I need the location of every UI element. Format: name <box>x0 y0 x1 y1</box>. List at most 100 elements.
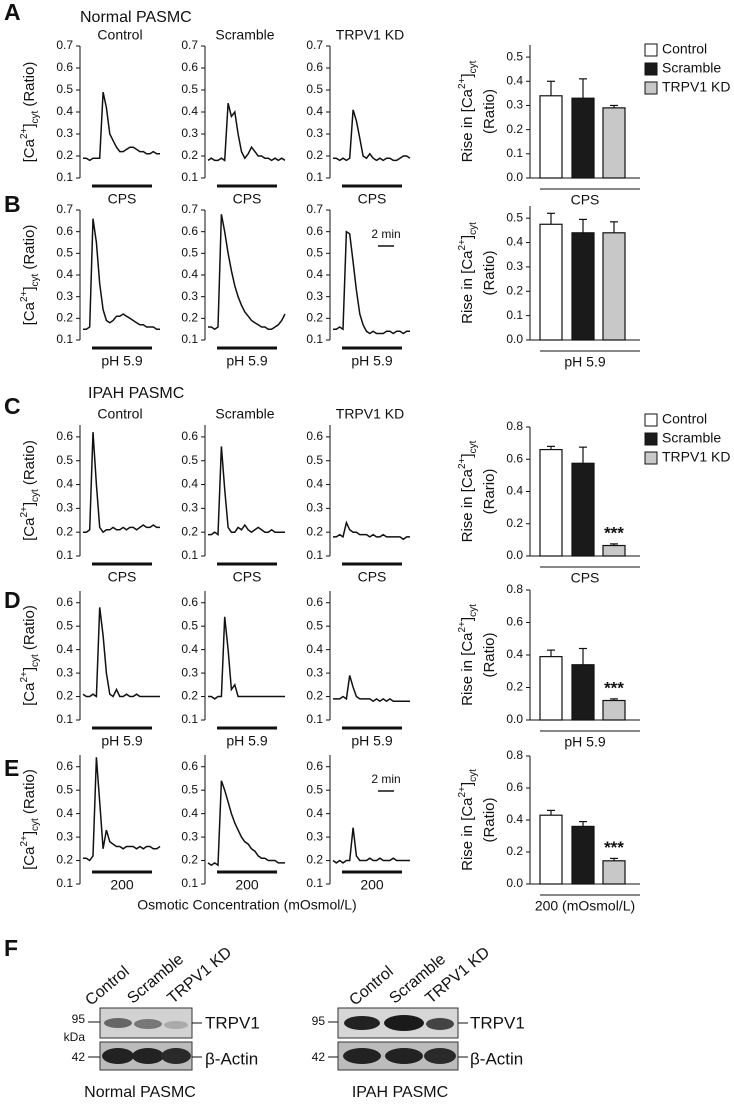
y-label-part: (Ratio) <box>481 250 498 295</box>
y-tick-label: 0.6 <box>181 429 198 443</box>
marker-label: 42 <box>312 1050 326 1064</box>
scale-bar-label: 2 min <box>371 772 400 786</box>
significance: *** <box>604 523 624 542</box>
stimulus-label: CPS <box>358 191 387 207</box>
legend-label: Scramble <box>662 60 721 76</box>
stimulus-label: CPS <box>358 569 387 585</box>
y-tick-label: 0.5 <box>306 82 323 96</box>
y-tick-label: 0.8 <box>506 419 523 433</box>
y-tick-label: 0.2 <box>56 853 73 867</box>
blot-left <box>88 1007 202 1071</box>
y-label-part: ] <box>21 286 38 290</box>
bar <box>571 232 595 341</box>
trace-title: Control <box>97 27 142 43</box>
trace-title: Control <box>97 406 142 422</box>
trace <box>333 109 411 162</box>
y-tick-label: 0.3 <box>506 259 523 273</box>
y-tick-label: 0.5 <box>306 453 323 467</box>
y-tick-label: 0.2 <box>306 689 323 703</box>
trace <box>83 432 160 534</box>
y-label-part: ] <box>21 831 38 835</box>
y-label-part: ] <box>459 73 476 77</box>
blot-title: IPAH PASMC <box>352 1084 448 1101</box>
bar <box>539 95 563 179</box>
y-tick-label: 0.7 <box>306 202 323 216</box>
y-tick-label: 0.4 <box>56 104 73 118</box>
y-tick-label: 0.4 <box>306 806 323 820</box>
y-tick-label: 0.6 <box>506 780 523 794</box>
bar <box>571 97 595 179</box>
y-tick-label: 0.4 <box>306 267 323 281</box>
y-tick-label: 0.6 <box>56 759 73 773</box>
scale-bar-label: 2 min <box>371 227 400 241</box>
trace-title: Scramble <box>215 406 274 422</box>
stimulus-label: CPS <box>108 569 137 585</box>
y-tick-label: 0.4 <box>181 477 198 491</box>
y-label-part: ] <box>21 502 38 506</box>
y-tick-label: 0.5 <box>181 82 198 96</box>
y-tick-label: 0.5 <box>56 618 73 632</box>
y-tick-label: 0.5 <box>306 618 323 632</box>
trace <box>83 218 160 330</box>
stimulus-label: 200 <box>235 877 259 893</box>
trace <box>208 214 286 331</box>
legend-label: Scramble <box>662 430 721 446</box>
y-tick-label: 0.6 <box>306 429 323 443</box>
trace <box>208 616 285 700</box>
panel-label: A <box>4 0 21 25</box>
trace <box>207 780 285 867</box>
group-title: IPAH PASMC <box>88 385 184 402</box>
y-tick-label: 0.2 <box>506 680 523 694</box>
y-tick-label: 0.3 <box>306 289 323 303</box>
y-label-sup: 2+ <box>19 835 30 847</box>
y-tick-label: 0.3 <box>506 98 523 112</box>
legend-label: TRPV1 KD <box>662 79 730 95</box>
y-tick-label: 0.1 <box>181 712 198 726</box>
y-tick-label: 0.5 <box>306 782 323 796</box>
y-tick-label: 0.7 <box>56 202 73 216</box>
y-axis-label: [Ca2+]cyt (Ratio) <box>19 440 41 541</box>
legend-swatch <box>644 432 658 446</box>
stimulus-label: pH 5.9 <box>101 733 142 749</box>
y-tick-label: 0.2 <box>506 283 523 297</box>
y-tick-label: 0.6 <box>181 759 198 773</box>
band-label: β-Actin <box>470 1049 523 1068</box>
y-label-part: ] <box>21 123 38 127</box>
y-tick-label: 0.2 <box>181 311 198 325</box>
y-tick-label: 0.2 <box>506 122 523 136</box>
trace-title: TRPV1 KD <box>336 406 404 422</box>
bar <box>602 544 626 557</box>
y-tick-label: 0.3 <box>181 126 198 140</box>
trace <box>83 757 161 862</box>
y-label-part: (Ratio) <box>21 440 38 485</box>
trace <box>333 230 410 335</box>
band-label: TRPV1 <box>205 1013 260 1032</box>
y-label-sub: cyt <box>468 60 479 73</box>
y-tick-label: 0.2 <box>181 148 198 162</box>
y-tick-label: 0.0 <box>506 712 523 726</box>
y-tick-label: 0.4 <box>506 647 523 661</box>
y-tick-label: 0.5 <box>56 82 73 96</box>
bar <box>602 860 626 885</box>
y-tick-label: 0.7 <box>181 202 198 216</box>
legend-label: Control <box>662 41 707 57</box>
y-label-part: [Ca <box>21 301 38 325</box>
bar <box>539 448 563 557</box>
y-tick-label: 0.1 <box>181 170 198 184</box>
y-tick-label: 0.3 <box>306 126 323 140</box>
group-title: Normal PASMC <box>80 9 192 26</box>
y-tick-label: 0.2 <box>306 853 323 867</box>
y-tick-label: 0.3 <box>56 829 73 843</box>
y-tick-label: 0.5 <box>506 49 523 63</box>
y-tick-label: 0.0 <box>506 876 523 890</box>
y-label-sub: cyt <box>468 769 479 782</box>
y-tick-label: 0.1 <box>56 876 73 890</box>
y-tick-label: 0.3 <box>306 665 323 679</box>
y-label-part: ] <box>459 617 476 621</box>
bar <box>602 232 626 341</box>
y-tick-label: 0.2 <box>506 844 523 858</box>
legend-swatch <box>644 81 658 95</box>
y-tick-label: 0.3 <box>306 829 323 843</box>
significance: *** <box>604 678 624 697</box>
y-tick-label: 0.1 <box>181 876 198 890</box>
